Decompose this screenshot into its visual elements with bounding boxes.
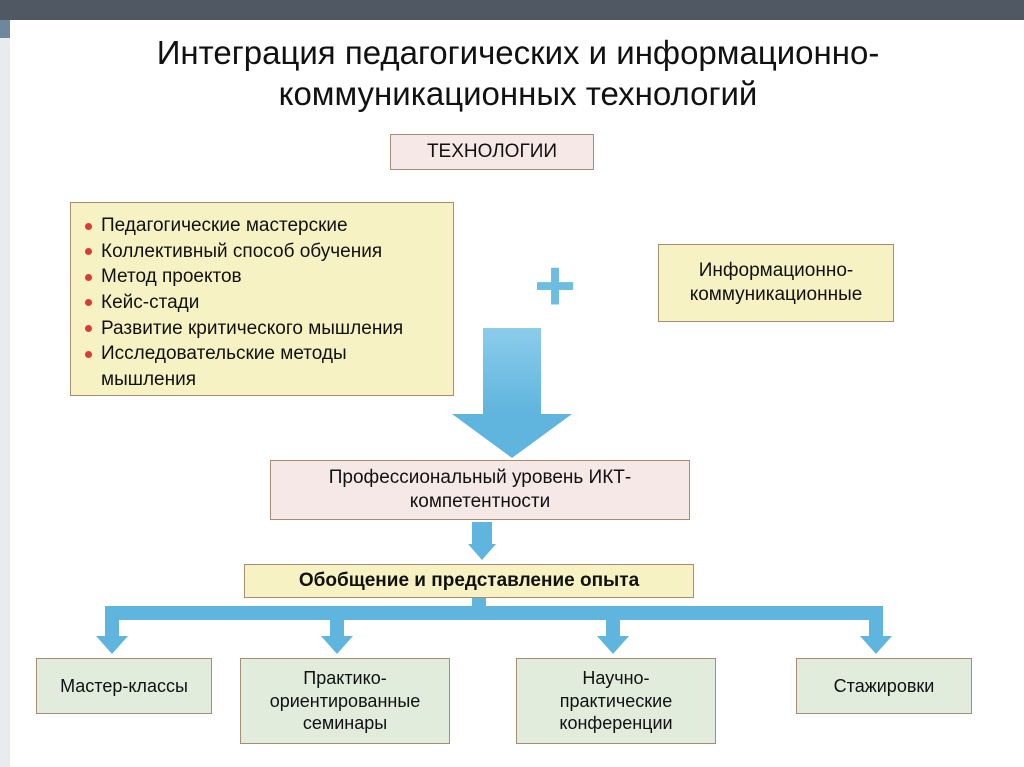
box-master-label: Мастер-классы xyxy=(60,675,188,698)
arrow-small-down-icon xyxy=(468,522,496,562)
branch-tail xyxy=(105,606,119,636)
pedagogy-list: Педагогические мастерские Коллективный с… xyxy=(85,213,439,392)
branch-tail xyxy=(606,606,620,636)
box-master: Мастер-классы xyxy=(36,658,212,714)
branch-bar xyxy=(112,606,876,620)
box-seminars: Практико- ориентированные семинары xyxy=(240,658,450,744)
box-internships-label: Стажировки xyxy=(834,675,935,698)
list-item: Кейс-стади xyxy=(85,290,439,316)
top-bar xyxy=(0,0,1024,20)
arrow-down-icon xyxy=(597,636,629,654)
box-ict: Информационно- коммуникационные xyxy=(658,244,894,322)
page-title: Интеграция педагогических и информационн… xyxy=(12,26,1024,133)
arrow-head xyxy=(452,414,572,458)
b2l1: Практико- xyxy=(303,667,386,690)
b3l2: практические xyxy=(560,690,672,713)
arrow-big-down-icon xyxy=(452,328,572,458)
arrow-down-icon xyxy=(860,636,892,654)
list-item: Коллективный способ обучения xyxy=(85,239,439,265)
box-summary-label: Обобщение и представление опыта xyxy=(299,569,639,593)
branch-tail xyxy=(869,606,883,636)
b2l2: ориентированные xyxy=(270,690,421,713)
arrow-down-icon xyxy=(96,636,128,654)
side-accent-light xyxy=(0,38,10,767)
b3l1: Научно- xyxy=(582,667,649,690)
side-accent xyxy=(0,20,10,38)
arrow-down-icon xyxy=(321,636,353,654)
b2l3: семинары xyxy=(303,712,387,735)
box-summary: Обобщение и представление опыта xyxy=(244,564,694,598)
list-item: Педагогические мастерские xyxy=(85,213,439,239)
box-internships: Стажировки xyxy=(796,658,972,714)
title-line1: Интеграция педагогических и информационн… xyxy=(157,34,880,71)
plus-icon: + xyxy=(534,250,576,322)
box-technologies-label: ТЕХНОЛОГИИ xyxy=(427,140,557,164)
diagram-canvas: Интеграция педагогических и информационн… xyxy=(12,26,1024,767)
arrow-stem xyxy=(483,328,541,414)
list-item: Метод проектов xyxy=(85,264,439,290)
branch-tail xyxy=(330,606,344,636)
box-competence-line2: компетентности xyxy=(410,490,551,514)
box-competence-line1: Профессиональный уровень ИКТ- xyxy=(329,466,631,490)
list-item: Исследовательские методы мышления xyxy=(85,341,439,392)
title-line2: коммуникационных технологий xyxy=(279,75,758,112)
box-competence: Профессиональный уровень ИКТ- компетентн… xyxy=(270,460,690,520)
b3l3: конференции xyxy=(559,712,672,735)
branch-connector xyxy=(472,598,486,608)
arrow-small-stem xyxy=(472,522,492,544)
box-ict-line1: Информационно- xyxy=(699,259,854,283)
box-conferences: Научно- практические конференции xyxy=(516,658,716,744)
box-technologies: ТЕХНОЛОГИИ xyxy=(390,134,594,170)
arrow-small-head xyxy=(468,544,496,560)
box-ict-line2: коммуникационные xyxy=(690,283,863,307)
box-pedagogy-list: Педагогические мастерские Коллективный с… xyxy=(70,202,454,396)
list-item: Развитие критического мышления xyxy=(85,316,439,342)
